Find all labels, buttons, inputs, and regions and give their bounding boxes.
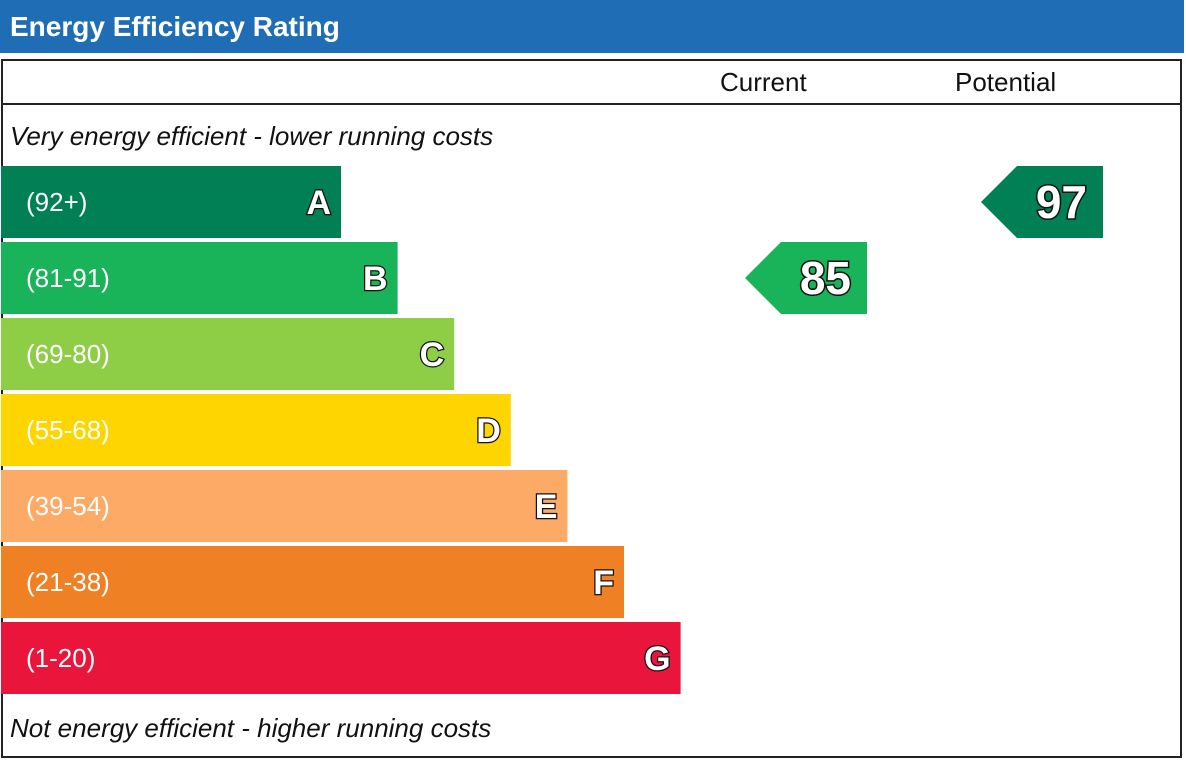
band-a-bar bbox=[1, 166, 341, 238]
band-a-range: (92+) bbox=[26, 187, 87, 217]
bottom-note: Not energy efficient - higher running co… bbox=[10, 713, 492, 743]
band-b-letter: B bbox=[363, 260, 388, 298]
band-g-letter: G bbox=[644, 640, 670, 678]
band-f-range: (21-38) bbox=[26, 567, 110, 597]
band-a-letter: A bbox=[306, 184, 331, 222]
chart-title: Energy Efficiency Rating bbox=[10, 11, 340, 42]
current-rating-arrow bbox=[745, 242, 867, 314]
band-c-letter: C bbox=[420, 336, 445, 374]
current-rating-value: 85 bbox=[800, 252, 851, 304]
band-d-letter: D bbox=[476, 412, 501, 450]
band-g-range: (1-20) bbox=[26, 643, 95, 673]
band-f-letter: F bbox=[593, 564, 614, 602]
band-d-bar bbox=[1, 394, 511, 466]
band-f-bar bbox=[1, 546, 624, 618]
header-divider bbox=[1, 103, 1182, 105]
band-b-bar bbox=[1, 242, 398, 314]
band-c-bar bbox=[1, 318, 455, 390]
current-column-header: Current bbox=[720, 67, 807, 97]
band-d-range: (55-68) bbox=[26, 415, 110, 445]
potential-rating-arrow bbox=[981, 166, 1103, 238]
potential-rating-value: 97 bbox=[1036, 176, 1087, 228]
band-e-bar bbox=[1, 470, 568, 542]
title-bar: Energy Efficiency Rating bbox=[0, 0, 1184, 53]
band-b-range: (81-91) bbox=[26, 263, 110, 293]
band-g-bar bbox=[1, 622, 681, 694]
band-e-letter: E bbox=[535, 488, 558, 526]
band-e-range: (39-54) bbox=[26, 491, 110, 521]
band-c-range: (69-80) bbox=[26, 339, 110, 369]
top-note: Very energy efficient - lower running co… bbox=[10, 121, 494, 151]
potential-column-header: Potential bbox=[955, 67, 1057, 97]
